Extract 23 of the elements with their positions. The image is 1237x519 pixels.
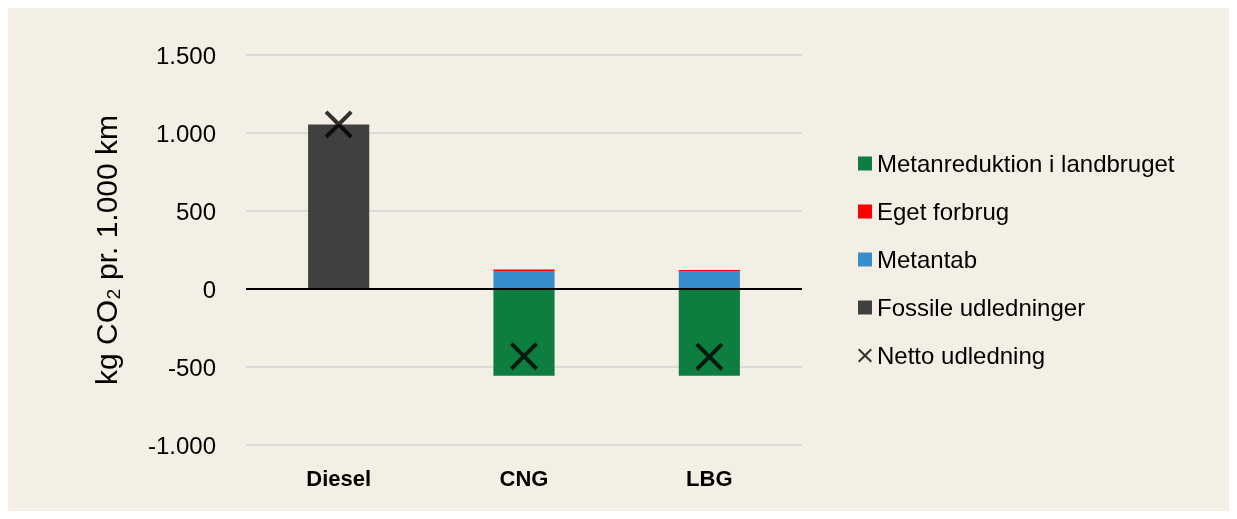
bar [493, 289, 555, 376]
x-tick-label: Diesel [306, 465, 372, 491]
y-tick-label: 1.500 [155, 41, 216, 69]
legend-label: Fossile udledninger [877, 294, 1086, 321]
legend-label: Netto udledning [877, 342, 1046, 369]
y-tick-label: 0 [202, 275, 216, 303]
legend-label: Metanreduktion i landbruget [877, 150, 1175, 177]
y-axis-title: kg CO₂ pr. 1.000 km [89, 114, 123, 386]
bar [493, 271, 555, 289]
y-tick-label: -500 [167, 353, 216, 381]
y-tick-label: -1.000 [147, 431, 216, 459]
point [324, 110, 353, 139]
y-tick-label: 1.000 [155, 119, 216, 147]
legend-label: Eget forbrug [877, 198, 1010, 225]
legend-label: Metantab [877, 246, 978, 273]
bar [308, 124, 370, 289]
point [510, 342, 538, 371]
point [695, 342, 724, 371]
y-tick-label: 500 [175, 197, 216, 225]
bar [678, 271, 740, 289]
x-tick-label: CNG [499, 465, 549, 491]
x-tick-label: LBG [686, 465, 733, 491]
bar [678, 289, 740, 376]
